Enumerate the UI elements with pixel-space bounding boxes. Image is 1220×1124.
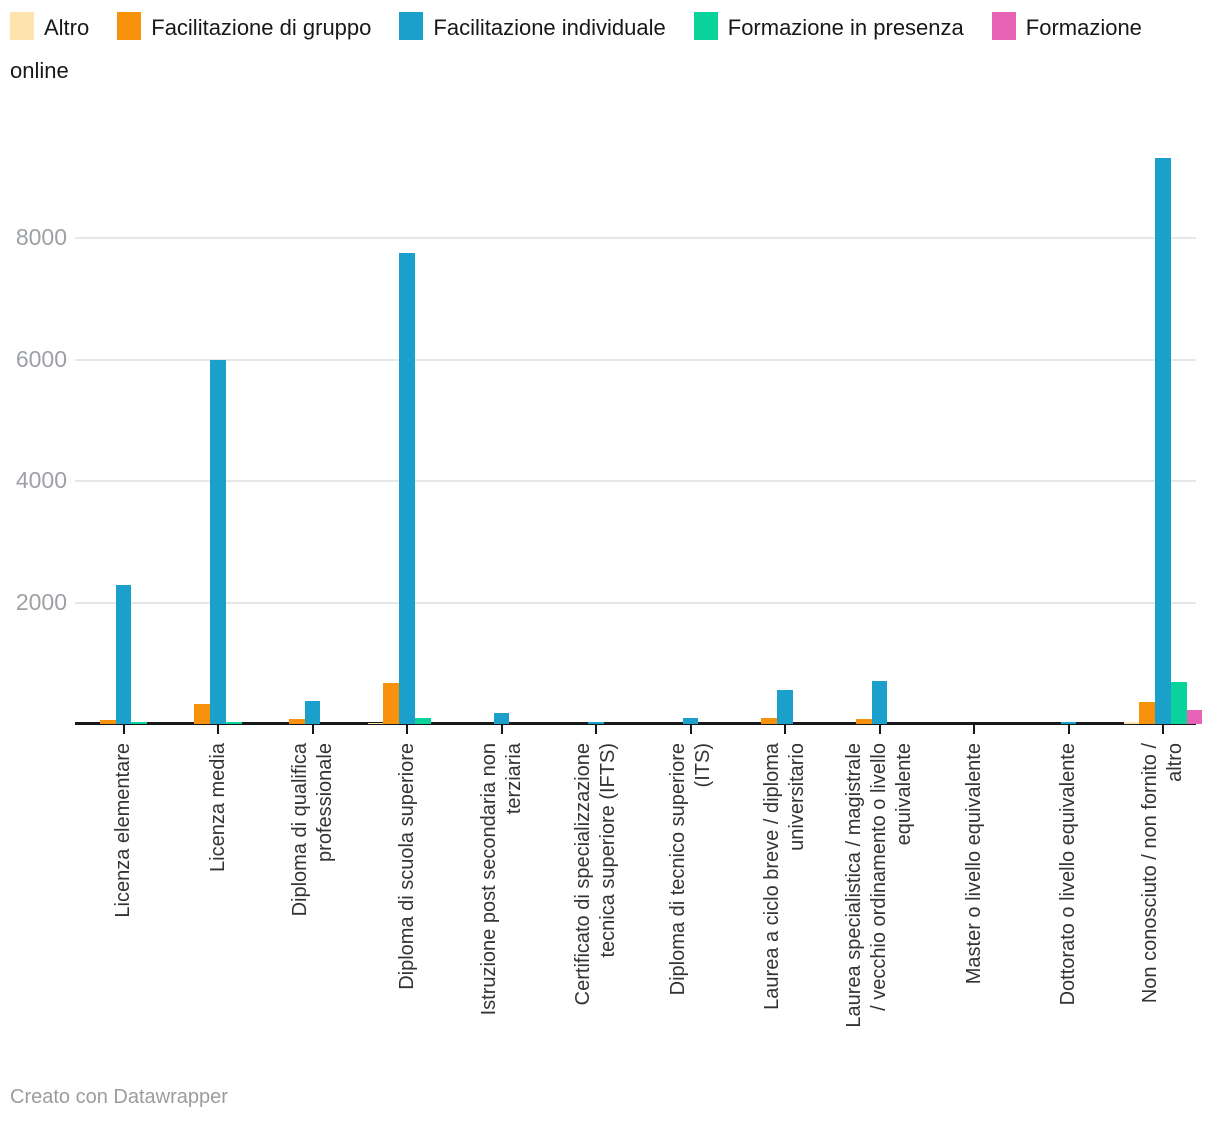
bar-facilitazione-di-gruppo[interactable] (761, 717, 778, 724)
legend-color-swatch-icon (117, 12, 142, 41)
bar-facilitazione-individuale[interactable] (493, 713, 510, 724)
y-axis-tick-label: 6000 (15, 345, 67, 372)
bar-facilitazione-individuale[interactable] (115, 585, 132, 724)
x-axis-label: Diploma di scuola superiore (395, 743, 418, 990)
legend-label: Formazione in presenza (727, 15, 964, 41)
bar-facilitazione-di-gruppo[interactable] (194, 703, 211, 724)
x-axis-tick (500, 725, 503, 734)
bar-facilitazione-individuale[interactable] (682, 718, 699, 724)
x-axis-tick (1162, 725, 1164, 734)
x-axis-tick (406, 725, 408, 734)
bar-facilitazione-individuale[interactable] (304, 700, 321, 724)
y-axis-tick-label: 8000 (15, 224, 67, 250)
x-axis-label: Laurea specialistica / magistrale / vecc… (843, 743, 915, 1028)
chart-legend: Altro Facilitazione di gruppo Facilitazion… (0, 0, 1220, 92)
gridline-6000 (75, 358, 1196, 361)
x-axis-label: Certificato di specializzazione tecnica … (572, 743, 619, 1006)
x-axis-tick (217, 725, 219, 734)
y-axis-tick-label: 2000 (15, 588, 67, 615)
bar-facilitazione-di-gruppo[interactable] (383, 683, 400, 724)
x-axis-tick (784, 725, 786, 734)
legend-item: Formazione in presenza (693, 12, 964, 41)
x-axis-tick (973, 725, 975, 734)
bar-facilitazione-individuale[interactable] (210, 359, 226, 724)
x-axis-tick (689, 725, 692, 734)
bar-facilitazione-individuale[interactable] (777, 689, 793, 724)
x-axis-label: Master o livello equivalente (962, 743, 985, 985)
bar-facilitazione-individuale[interactable] (871, 681, 888, 724)
legend-label: Facilitazione di gruppo (151, 15, 372, 41)
bar-facilitazione-di-gruppo[interactable] (99, 720, 116, 724)
x-axis-label: Diploma di qualifica professionale (288, 743, 336, 917)
bar-altro[interactable] (1123, 722, 1140, 724)
legend-item: Facilitazione di gruppo (117, 12, 372, 41)
x-axis-label: Dottorato o livello equivalente (1057, 743, 1079, 1006)
legend-item: Altro (10, 12, 90, 41)
bar-formazione-in-presenza[interactable] (225, 721, 242, 724)
bar-formazione-online[interactable] (1186, 709, 1203, 724)
bar-facilitazione-individuale[interactable] (1060, 722, 1077, 724)
x-axis-label: Istruzione post secondaria non terziaria (477, 743, 525, 1016)
x-axis-tick (311, 725, 314, 734)
x-axis-label: Laurea a ciclo breve / diploma universit… (761, 743, 808, 1010)
gridline-4000 (75, 480, 1196, 482)
bar-facilitazione-individuale[interactable] (1155, 157, 1171, 724)
legend-color-swatch-icon (10, 12, 34, 41)
x-axis-tick (595, 725, 597, 734)
bar-facilitazione-di-gruppo[interactable] (1139, 702, 1156, 724)
legend-item: Facilitazione individuale (399, 12, 666, 41)
bar-facilitazione-di-gruppo[interactable] (855, 718, 872, 724)
legend-label: Altro (44, 15, 90, 41)
bar-facilitazione-individuale[interactable] (399, 252, 415, 724)
x-axis-tick (878, 725, 881, 734)
bar-altro[interactable] (367, 722, 384, 724)
x-axis-label: Diploma di tecnico superiore (ITS) (666, 743, 714, 996)
bar-formazione-in-presenza[interactable] (414, 718, 431, 724)
bar-facilitazione-individuale[interactable] (588, 721, 604, 724)
x-axis-line (75, 722, 1196, 725)
x-axis-label: Non conosciuto / non fornito / altro (1139, 743, 1186, 1004)
bar-formazione-in-presenza[interactable] (131, 721, 148, 724)
legend-color-swatch-icon (991, 12, 1016, 41)
y-axis-tick-label: 4000 (15, 467, 67, 493)
legend-color-swatch-icon (693, 12, 718, 41)
x-axis-label: Licenza media (206, 743, 229, 872)
chart-footer: Creato con Datawrapper (10, 1086, 228, 1109)
legend-color-swatch-icon (399, 12, 424, 41)
legend-label: Facilitazione individuale (433, 15, 666, 41)
legend-item: Formazione online (10, 12, 1142, 84)
bar-facilitazione-di-gruppo[interactable] (288, 718, 305, 724)
x-axis-tick (1067, 725, 1070, 734)
x-axis-label: Licenza elementare (112, 743, 134, 918)
gridline-8000 (75, 237, 1196, 239)
gridline-2000 (75, 601, 1196, 604)
legend-label: Formazione online (10, 15, 1142, 84)
x-axis-tick (122, 725, 125, 734)
credit-text: Creato con Datawrapper (10, 1086, 228, 1108)
bar-formazione-in-presenza[interactable] (1170, 682, 1187, 724)
